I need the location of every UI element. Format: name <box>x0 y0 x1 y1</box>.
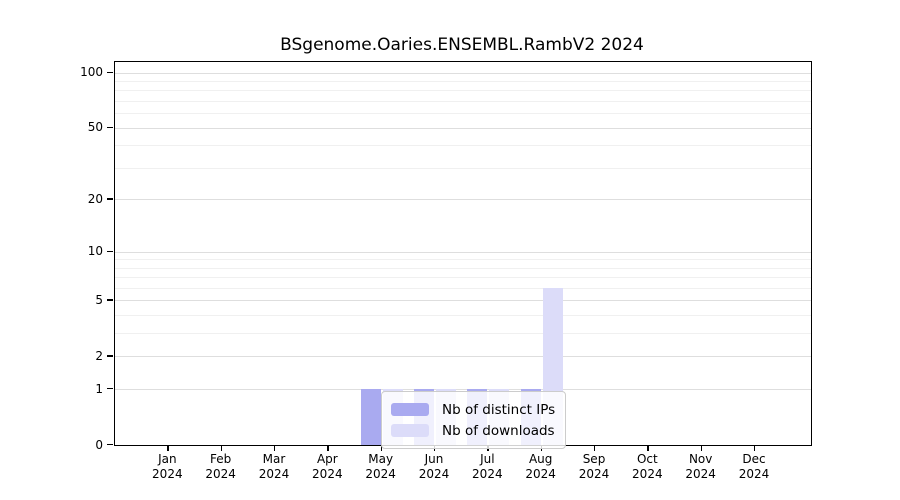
y-tick-mark <box>107 71 113 73</box>
x-tick-mark <box>327 445 329 451</box>
x-tick-mark <box>754 445 756 451</box>
x-tick-label: Dec 2024 <box>738 452 770 481</box>
minor-gridline <box>115 287 811 289</box>
major-gridline <box>115 356 811 358</box>
major-gridline <box>115 251 811 253</box>
minor-gridline <box>115 113 811 115</box>
x-tick-label: Jan 2024 <box>152 452 183 481</box>
y-tick-label: 50 <box>87 120 103 135</box>
y-tick-mark <box>107 126 113 129</box>
minor-gridline <box>115 145 811 147</box>
major-gridline <box>115 127 811 129</box>
minor-gridline <box>115 90 811 92</box>
y-tick-mark <box>107 388 113 390</box>
x-tick-label: Jun 2024 <box>418 452 450 481</box>
minor-gridline <box>115 277 811 279</box>
bar-distinct-ips <box>360 389 381 445</box>
y-tick-label: 1 <box>95 381 103 396</box>
x-tick-mark <box>167 445 169 451</box>
x-tick-mark <box>700 445 703 451</box>
x-tick-mark <box>274 445 276 451</box>
legend-label-downloads: Nb of downloads <box>442 422 555 439</box>
major-gridline <box>115 199 811 201</box>
minor-gridline <box>115 315 811 317</box>
minor-gridline <box>115 101 811 103</box>
minor-gridline <box>115 81 811 82</box>
y-tick-label: 5 <box>95 292 103 307</box>
y-tick-label: 2 <box>95 348 103 363</box>
x-tick-label: May 2024 <box>365 452 396 481</box>
x-tick-mark <box>647 445 649 451</box>
x-tick-mark <box>380 445 383 451</box>
major-gridline <box>115 72 811 74</box>
y-tick-label: 20 <box>87 191 103 206</box>
minor-gridline <box>115 167 811 169</box>
x-tick-label: Feb 2024 <box>205 452 236 481</box>
y-tick-label: 100 <box>80 65 103 80</box>
plot-area: Nb of distinct IPs Nb of downloads <box>114 61 812 449</box>
x-tick-label: Jul 2024 <box>472 452 503 481</box>
y-tick-label: 0 <box>95 437 103 452</box>
x-tick-label: Sep 2024 <box>578 452 610 481</box>
legend-label-distinct-ips: Nb of distinct IPs <box>442 401 556 418</box>
chart-title: BSgenome.Oaries.ENSEMBL.RambV2 2024 <box>280 35 644 55</box>
x-tick-label: Apr 2024 <box>312 452 343 481</box>
major-gridline <box>115 389 811 391</box>
legend: Nb of distinct IPs Nb of downloads <box>381 391 567 449</box>
minor-gridline <box>115 267 811 269</box>
y-tick-mark <box>107 250 113 252</box>
x-tick-mark <box>220 445 223 451</box>
minor-gridline <box>115 333 811 335</box>
x-tick-label: Aug 2024 <box>525 452 556 481</box>
x-tick-mark <box>594 445 596 451</box>
y-tick-mark <box>107 355 113 357</box>
y-tick-label: 10 <box>87 244 103 258</box>
legend-swatch-distinct-ips <box>391 403 429 416</box>
x-tick-label: Nov 2024 <box>685 452 716 481</box>
y-tick-mark <box>107 198 113 200</box>
y-tick-mark <box>107 299 113 301</box>
x-tick-label: Mar 2024 <box>258 452 290 481</box>
legend-swatch-downloads <box>391 424 429 437</box>
legend-entry-distinct-ips: Nb of distinct IPs <box>391 399 555 420</box>
major-gridline <box>115 300 811 302</box>
x-tick-label: Oct 2024 <box>632 452 663 481</box>
y-tick-mark <box>107 444 113 446</box>
minor-gridline <box>115 259 811 261</box>
legend-entry-downloads: Nb of downloads <box>391 420 555 441</box>
